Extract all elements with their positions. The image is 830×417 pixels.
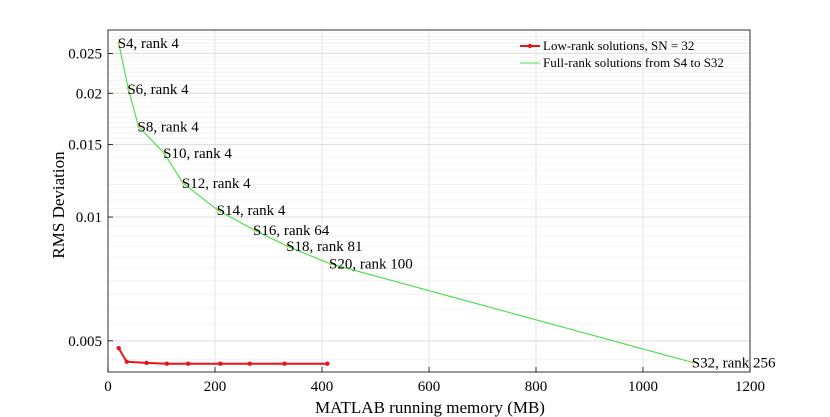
point-label: S10, rank 4 xyxy=(163,146,232,162)
x-tick-label: 0 xyxy=(104,379,112,395)
data-point xyxy=(216,208,220,212)
point-label: S32, rank 256 xyxy=(692,355,776,371)
data-point xyxy=(282,361,287,366)
y-tick-label: 0.02 xyxy=(76,86,102,102)
point-labels: S4, rank 4 S6, rank 4 S8, rank 4 S10, rank … xyxy=(118,36,776,371)
data-point xyxy=(116,345,121,351)
data-point xyxy=(691,361,695,364)
point-label: S6, rank 4 xyxy=(127,82,189,98)
legend-label: Low-rank solutions, SN = 32 xyxy=(543,38,694,53)
legend-label: Full-rank solutions from S4 to S32 xyxy=(543,55,724,70)
series-line-2 xyxy=(118,42,693,364)
data-point xyxy=(162,151,166,155)
data-point xyxy=(124,359,129,364)
data-point xyxy=(117,41,121,45)
point-label: S16, rank 64 xyxy=(253,223,330,239)
data-point xyxy=(144,360,149,366)
data-point xyxy=(285,244,289,248)
point-label: S18, rank 81 xyxy=(286,239,362,255)
point-label: S8, rank 4 xyxy=(137,120,199,136)
legend: Low-rank solutions, SN = 32 Full-rank sol… xyxy=(520,38,724,70)
gridlines xyxy=(107,30,751,372)
axis-ticks: 0 200 400 600 800 1000 1200 0.005 0.01 0.015 0.02 0… xyxy=(68,46,765,395)
data-point xyxy=(126,87,130,91)
x-axis-label: MATLAB running memory (MB) xyxy=(315,398,545,417)
point-label: S12, rank 4 xyxy=(182,176,251,192)
legend-marker xyxy=(527,43,533,49)
series-layer xyxy=(116,41,695,366)
data-point xyxy=(325,361,330,366)
x-tick-label: 1000 xyxy=(628,379,658,395)
series-line-1 xyxy=(117,347,328,365)
data-point xyxy=(247,361,252,366)
point-label: S20, rank 100 xyxy=(329,257,413,273)
data-point xyxy=(328,262,332,266)
x-tick-label: 400 xyxy=(311,379,334,395)
data-point xyxy=(218,361,223,366)
data-point xyxy=(181,181,185,185)
x-tick-label: 600 xyxy=(418,379,441,395)
x-tick-label: 1200 xyxy=(735,379,765,395)
data-point xyxy=(252,228,256,232)
x-tick-label: 800 xyxy=(525,379,548,395)
data-point xyxy=(186,361,191,366)
y-tick-label: 0.025 xyxy=(68,46,102,62)
point-label: S14, rank 4 xyxy=(217,203,286,219)
data-point xyxy=(164,361,170,366)
data-point xyxy=(137,125,140,128)
y-tick-label: 0.005 xyxy=(68,334,102,350)
y-axis-label: RMS Deviation xyxy=(49,151,68,259)
x-tick-label: 200 xyxy=(204,379,227,395)
point-label: S4, rank 4 xyxy=(118,36,180,52)
y-tick-label: 0.01 xyxy=(76,210,102,226)
y-tick-label: 0.015 xyxy=(68,138,102,154)
